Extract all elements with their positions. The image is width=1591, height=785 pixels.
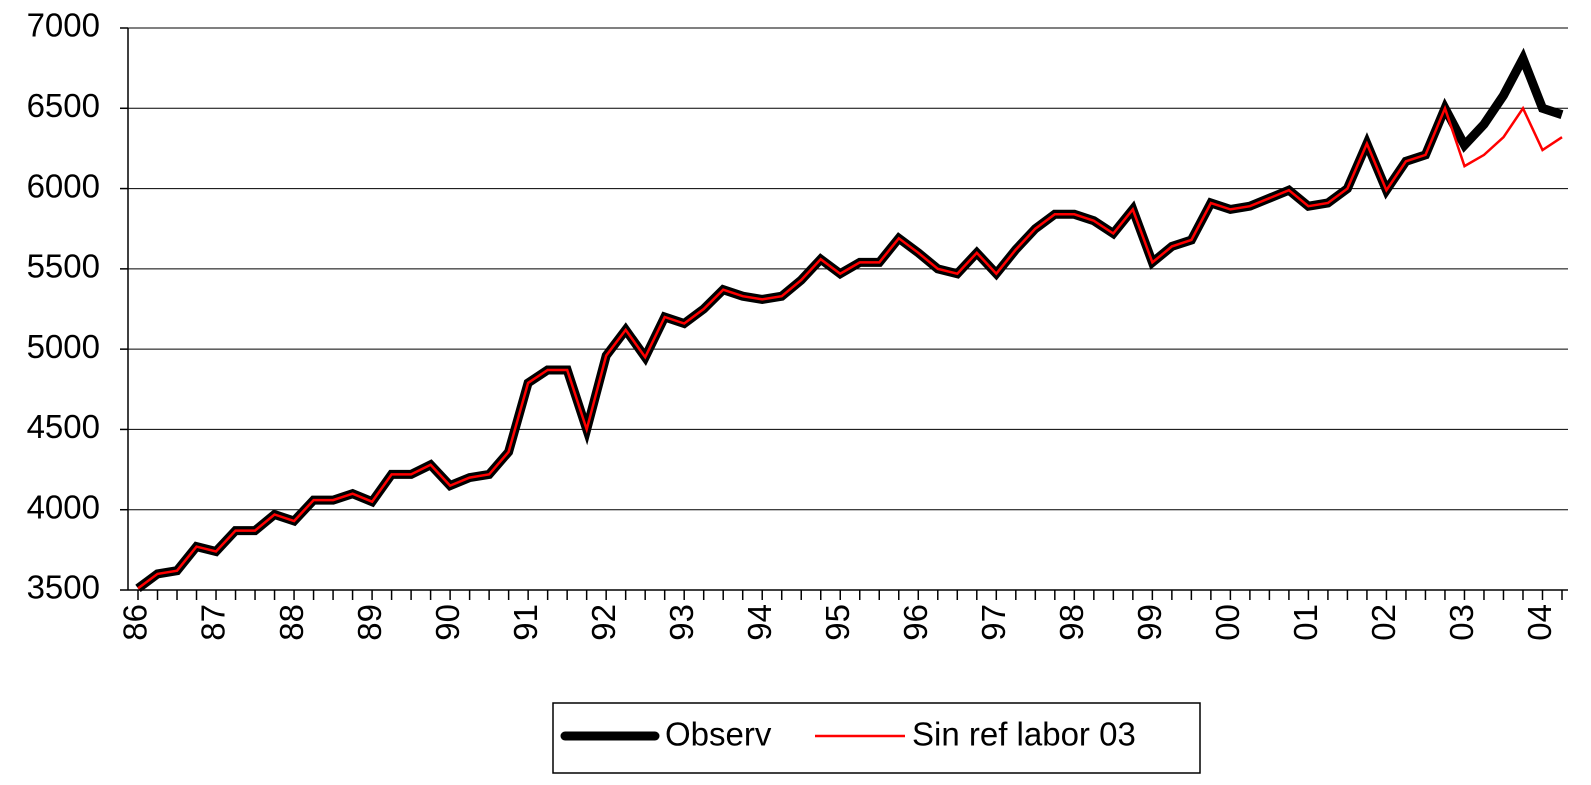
y-tick-label: 3500 [27,569,100,606]
series-outline [135,47,1564,593]
x-tick-label: 89 [351,604,388,641]
y-tick-label: 5500 [27,248,100,285]
y-tick-label: 6500 [27,87,100,124]
x-tick-label: 97 [975,604,1012,641]
series-line [137,104,1563,590]
x-tick-label: 01 [1287,604,1324,641]
y-tick-label: 4500 [27,408,100,445]
x-tick-label: 94 [741,604,778,641]
y-tick-label: 6000 [27,167,100,204]
x-tick-label: 91 [507,604,544,641]
x-tick-label: 00 [1209,604,1246,641]
x-tick-label: 04 [1521,604,1558,641]
x-tick-label: 95 [819,604,856,641]
x-tick-label: 99 [1131,604,1168,641]
legend-label: Observ [665,716,772,753]
legend-box [552,702,1201,774]
x-tick-label: 93 [663,604,700,641]
x-tick-label: 88 [273,604,310,641]
x-tick-label: 92 [585,604,622,641]
x-tick-label: 87 [195,604,232,641]
x-tick-label: 96 [897,604,934,641]
x-tick-label: 98 [1053,604,1090,641]
legend-label: Sin ref labor 03 [912,716,1136,753]
y-tick-label: 4000 [27,488,100,525]
x-tick-label: 86 [117,604,154,641]
x-tick-label: 02 [1365,604,1402,641]
y-tick-label: 7000 [27,7,100,44]
y-tick-label: 5000 [27,328,100,365]
x-tick-label: 03 [1443,604,1480,641]
x-tick-label: 90 [429,604,466,641]
